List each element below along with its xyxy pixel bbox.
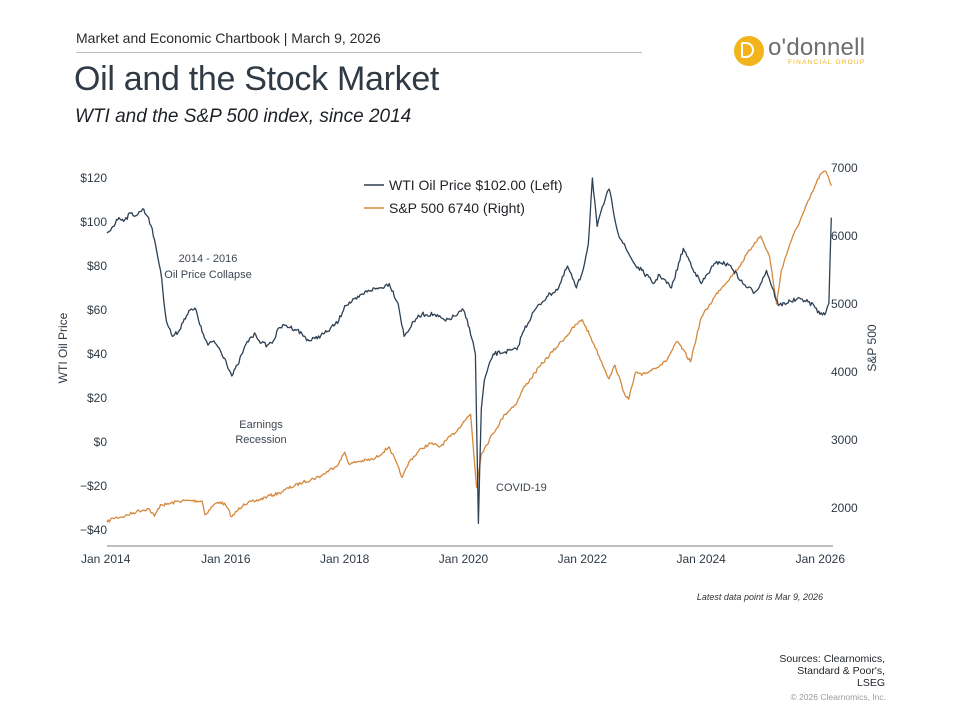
logo-tagline: FINANCIAL GROUP <box>788 59 866 66</box>
copyright: © 2026 Clearnomics, Inc. <box>790 692 886 702</box>
left-tick-label: $0 <box>94 435 108 449</box>
legend: WTI Oil Price $102.00 (Left) S&P 500 674… <box>364 177 563 216</box>
right-tick-label: 4000 <box>831 365 858 379</box>
x-tick-label: Jan 2022 <box>558 552 608 566</box>
x-tick-label: Jan 2020 <box>439 552 489 566</box>
source-line: Sources: Clearnomics, <box>779 653 885 665</box>
latest-data-note: Latest data point is Mar 9, 2026 <box>696 592 823 602</box>
source-line: LSEG <box>856 677 885 689</box>
right-tick-label: 2000 <box>831 501 858 515</box>
left-tick-label: $100 <box>80 215 107 229</box>
annotation-earnings-line2: Recession <box>235 434 286 446</box>
annotation-oil-collapse-line1: 2014 - 2016 <box>179 253 238 265</box>
left-tick-label: $120 <box>80 171 107 185</box>
legend-label-wti: WTI Oil Price $102.00 (Left) <box>389 177 563 193</box>
sp500-line <box>106 170 832 523</box>
left-tick-label: −$40 <box>80 523 107 537</box>
annotation-covid: COVID-19 <box>496 482 547 494</box>
x-axis-ticks: Jan 2014 Jan 2016 Jan 2018 Jan 2020 Jan 2022… <box>81 552 845 566</box>
header-divider <box>76 52 642 53</box>
left-tick-label: $20 <box>87 391 107 405</box>
company-logo: o'donnell FINANCIAL GROUP <box>734 34 884 70</box>
logo-wordmark: o'donnell <box>768 34 866 61</box>
left-tick-label: −$20 <box>80 479 107 493</box>
legend-label-sp500: S&P 500 6740 (Right) <box>389 200 525 216</box>
x-tick-label: Jan 2018 <box>320 552 370 566</box>
sources: Sources: Clearnomics, Standard & Poor's,… <box>700 653 885 689</box>
wti-oil-price-line <box>106 177 832 525</box>
annotation-earnings-line1: Earnings <box>239 419 283 431</box>
x-tick-label: Jan 2014 <box>81 552 131 566</box>
right-tick-label: 5000 <box>831 297 858 311</box>
left-tick-label: $80 <box>87 259 107 273</box>
right-tick-label: 6000 <box>831 229 858 243</box>
page-title: Oil and the Stock Market <box>74 60 440 98</box>
page-subtitle: WTI and the S&P 500 index, since 2014 <box>75 106 412 127</box>
series-layer <box>106 170 832 525</box>
left-tick-label: $40 <box>87 347 107 361</box>
logo-d-icon <box>734 36 764 66</box>
x-tick-label: Jan 2024 <box>676 552 726 566</box>
left-axis-ticks: $120 $100 $80 $60 $40 $20 $0 −$20 −$40 <box>80 171 107 537</box>
left-axis-title: WTI Oil Price <box>56 312 70 383</box>
x-tick-label: Jan 2016 <box>201 552 251 566</box>
right-tick-label: 7000 <box>831 161 858 175</box>
source-line: Standard & Poor's, <box>797 665 885 677</box>
right-axis-title: S&P 500 <box>865 324 879 371</box>
right-axis-ticks: 7000 6000 5000 4000 3000 2000 <box>831 161 858 515</box>
x-tick-label: Jan 2026 <box>796 552 846 566</box>
left-tick-label: $60 <box>87 303 107 317</box>
right-tick-label: 3000 <box>831 433 858 447</box>
annotation-oil-collapse-line2: Oil Price Collapse <box>164 269 251 281</box>
chartbook-header: Market and Economic Chartbook | March 9,… <box>76 30 381 46</box>
